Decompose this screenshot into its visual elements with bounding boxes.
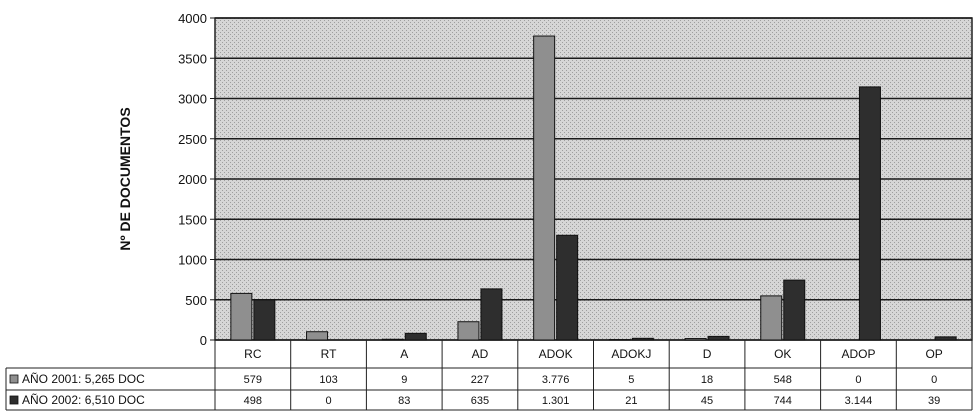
- category-label: ADOK: [539, 347, 573, 361]
- category-label: A: [400, 347, 408, 361]
- legend-label: AÑO 2001: 5,265 DOC: [22, 372, 145, 386]
- y-tick-label: 2000: [178, 172, 207, 187]
- category-label: RT: [321, 347, 337, 361]
- data-label: 1.301: [542, 395, 570, 407]
- data-label: 21: [625, 395, 637, 407]
- y-tick-label: 3500: [178, 51, 207, 66]
- category-label: OP: [925, 347, 942, 361]
- bar-2001-rt: [307, 332, 328, 340]
- y-tick-label: 3000: [178, 92, 207, 107]
- y-tick-label: 2500: [178, 132, 207, 147]
- y-tick-label: 1500: [178, 212, 207, 227]
- data-label: 0: [855, 374, 861, 386]
- data-label: 103: [319, 374, 337, 386]
- bar-2001-a: [382, 339, 403, 340]
- bar-2002-a: [405, 333, 426, 340]
- data-label: 39: [928, 395, 940, 407]
- data-label: 45: [701, 395, 713, 407]
- category-label: OK: [774, 347, 791, 361]
- category-label: ADOP: [841, 347, 875, 361]
- category-label: ADOKJ: [611, 347, 651, 361]
- data-label: 0: [325, 395, 331, 407]
- data-label: 635: [471, 395, 489, 407]
- y-tick-label: 0: [200, 333, 207, 348]
- bar-2002-ok: [784, 280, 805, 340]
- bar-2001-d: [685, 339, 706, 340]
- data-label: 744: [774, 395, 792, 407]
- bar-2001-adok: [534, 36, 555, 340]
- bar-2002-op: [935, 337, 956, 340]
- data-label: 498: [244, 395, 262, 407]
- legend-swatch: [10, 396, 18, 404]
- legend-label: AÑO 2002: 6,510 DOC: [22, 393, 145, 407]
- y-tick-label: 500: [185, 293, 207, 308]
- category-label: AD: [472, 347, 489, 361]
- category-label: RC: [244, 347, 262, 361]
- data-label: 579: [244, 374, 262, 386]
- bar-2002-d: [708, 336, 729, 340]
- y-axis-label: Nº DE DOCUMENTOS: [117, 107, 133, 250]
- bar-2002-adop: [859, 87, 880, 340]
- category-label: D: [703, 347, 712, 361]
- bar-2002-adokj: [632, 338, 653, 340]
- bar-2002-rc: [254, 300, 275, 340]
- bar-2002-adok: [557, 235, 578, 340]
- data-label: 548: [774, 374, 792, 386]
- data-label: 3.144: [845, 395, 873, 407]
- data-label: 18: [701, 374, 713, 386]
- bar-2001-ad: [458, 322, 479, 340]
- bar-2001-ok: [761, 296, 782, 340]
- data-label: 9: [401, 374, 407, 386]
- bar-2001-rc: [231, 293, 252, 340]
- legend-swatch: [10, 375, 18, 383]
- y-tick-label: 4000: [178, 11, 207, 26]
- data-label: 227: [471, 374, 489, 386]
- data-label: 3.776: [542, 374, 570, 386]
- data-label: 83: [398, 395, 410, 407]
- bar-2002-ad: [481, 289, 502, 340]
- data-label: 0: [931, 374, 937, 386]
- y-tick-label: 1000: [178, 253, 207, 268]
- data-label: 5: [628, 374, 634, 386]
